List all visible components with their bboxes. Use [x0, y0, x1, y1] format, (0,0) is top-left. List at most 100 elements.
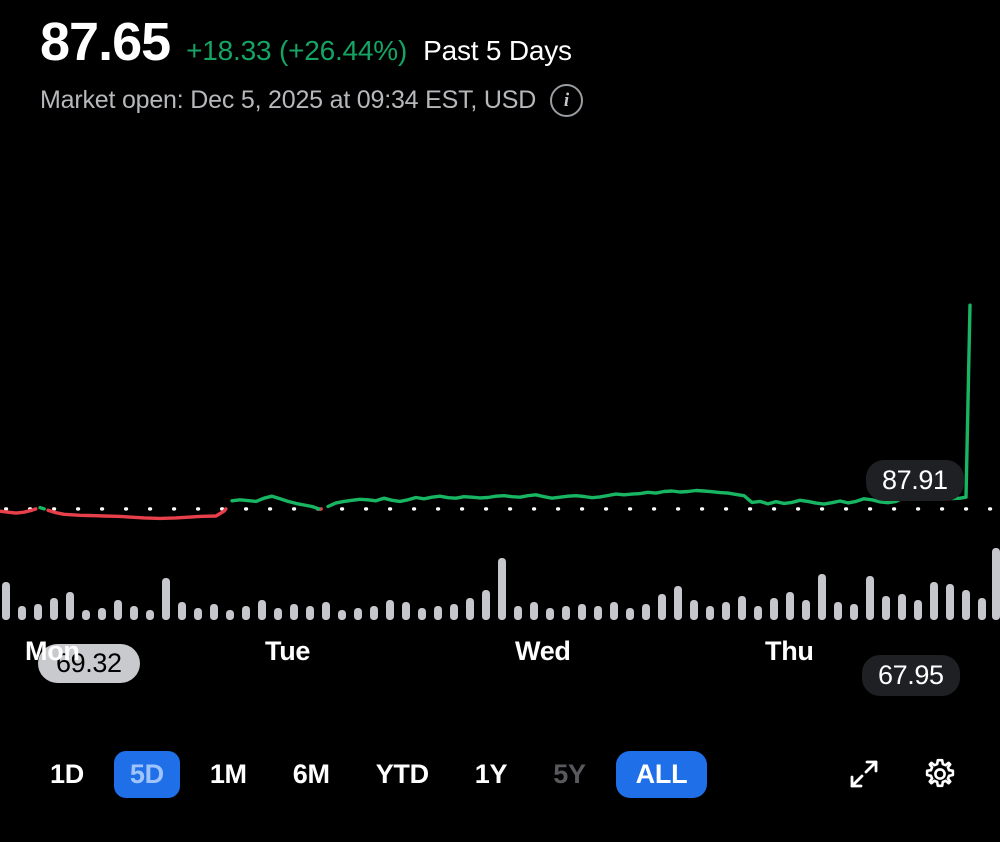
baseline-dot: [364, 507, 369, 511]
baseline-dot: [532, 507, 537, 511]
info-icon[interactable]: i: [550, 83, 584, 117]
quote-header: 87.65 +18.33 (+26.44%) Past 5 Days Marke…: [0, 0, 1000, 117]
volume-bar: [338, 610, 346, 620]
volume-bar: [992, 548, 1000, 620]
price-line-above-baseline: [38, 303, 972, 511]
volume-bar: [930, 582, 938, 620]
day-axis-label: Mon: [25, 636, 80, 666]
volume-bar: [562, 606, 570, 620]
volume-bar: [530, 602, 538, 620]
price-chart[interactable]: 87.91 67.95 69.32: [0, 150, 1000, 696]
low-price-label: 67.95: [862, 655, 960, 696]
expand-diagonal-icon[interactable]: [838, 748, 890, 800]
volume-bar: [754, 606, 762, 620]
baseline-dot: [148, 507, 153, 511]
volume-bar: [178, 602, 186, 620]
baseline-dot: [820, 507, 825, 511]
baseline-dot: [724, 507, 729, 511]
range-button-ytd[interactable]: YTD: [360, 751, 445, 798]
range-button-group: 1D 5D 1M 6M YTD 1Y 5Y ALL: [34, 750, 708, 798]
price-line-below-baseline: [0, 507, 323, 521]
baseline-dot: [124, 507, 129, 511]
baseline-dot: [460, 507, 465, 511]
volume-bar: [610, 602, 618, 620]
volume-bar: [242, 606, 250, 620]
baseline-dot: [916, 507, 921, 511]
day-axis-label: Wed: [515, 636, 571, 666]
high-price-label: 87.91: [866, 460, 964, 501]
range-button-5y: 5Y: [537, 751, 601, 798]
baseline-dot: [436, 507, 441, 511]
volume-bar: [114, 600, 122, 620]
volume-bar: [66, 592, 74, 620]
baseline-dot: [484, 507, 489, 511]
baseline-dot: [100, 507, 105, 511]
volume-bar: [498, 558, 506, 620]
baseline-dot: [196, 507, 201, 511]
baseline-dot: [340, 507, 345, 511]
volume-bar: [882, 596, 890, 620]
volume-bar: [2, 582, 10, 620]
baseline-dot: [580, 507, 585, 511]
day-axis: Mon Tue Wed Thu: [0, 636, 1000, 676]
volume-bar: [626, 608, 634, 620]
baseline-dot: [172, 507, 177, 511]
range-button-6m[interactable]: 6M: [277, 751, 346, 798]
gear-icon[interactable]: [914, 748, 966, 800]
baseline-dot: [892, 507, 897, 511]
volume-bar: [290, 604, 298, 620]
volume-bar: [98, 608, 106, 620]
price-change: +18.33 (+26.44%): [186, 35, 408, 66]
volume-bar: [194, 608, 202, 620]
range-button-1m[interactable]: 1M: [194, 751, 263, 798]
baseline-dot: [388, 507, 393, 511]
volume-bar: [578, 604, 586, 620]
baseline-dot: [244, 507, 249, 511]
volume-bar: [770, 598, 778, 620]
volume-bar: [690, 600, 698, 620]
baseline-dot: [4, 507, 9, 511]
volume-bar: [82, 610, 90, 620]
range-label: Past 5 Days: [423, 35, 572, 66]
volume-bar: [962, 590, 970, 620]
volume-bar: [226, 610, 234, 620]
range-toolbar: 1D 5D 1M 6M YTD 1Y 5Y ALL: [0, 736, 1000, 812]
baseline-dot: [556, 507, 561, 511]
volume-bar: [802, 600, 810, 620]
day-axis-label: Thu: [765, 636, 814, 666]
baseline-dot: [964, 507, 969, 511]
volume-bar: [258, 600, 266, 620]
volume-bar: [738, 596, 746, 620]
current-price: 87.65: [40, 12, 171, 72]
baseline-dot: [748, 507, 753, 511]
previous-close-baseline: [4, 507, 993, 511]
price-row: 87.65 +18.33 (+26.44%) Past 5 Days: [40, 14, 1000, 71]
volume-bar: [706, 606, 714, 620]
volume-bar: [386, 600, 394, 620]
volume-bar: [210, 604, 218, 620]
volume-bar: [18, 606, 26, 620]
range-button-5d[interactable]: 5D: [113, 750, 180, 798]
volume-bar: [946, 584, 954, 620]
volume-bar: [818, 574, 826, 620]
range-button-all[interactable]: ALL: [615, 750, 708, 798]
volume-bar: [866, 576, 874, 620]
volume-bar: [786, 592, 794, 620]
volume-bar: [722, 602, 730, 620]
volume-bar: [34, 604, 42, 620]
baseline-dot: [868, 507, 873, 511]
baseline-dot: [604, 507, 609, 511]
baseline-dot: [268, 507, 273, 511]
volume-bar: [978, 598, 986, 620]
volume-bars: [2, 548, 1000, 620]
baseline-dot: [772, 507, 777, 511]
volume-bar: [146, 610, 154, 620]
volume-bar: [914, 600, 922, 620]
volume-bar: [402, 602, 410, 620]
range-button-1d[interactable]: 1D: [34, 751, 100, 798]
baseline-dot: [628, 507, 633, 511]
volume-bar: [594, 606, 602, 620]
range-button-1y[interactable]: 1Y: [459, 751, 523, 798]
baseline-dot: [676, 507, 681, 511]
